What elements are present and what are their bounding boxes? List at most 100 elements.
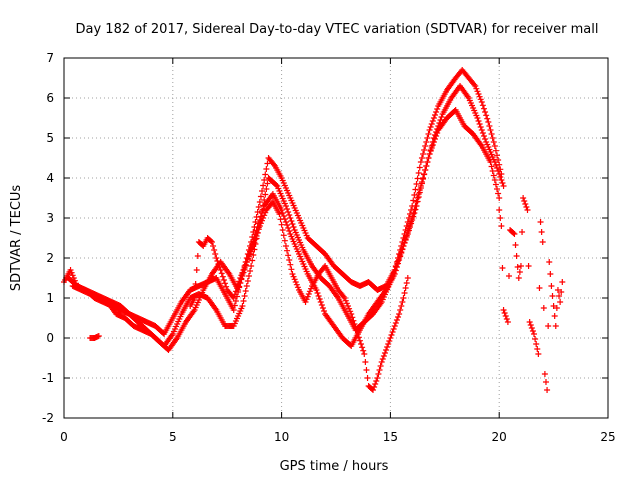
data-point-marker	[277, 216, 284, 223]
data-point-marker	[282, 243, 289, 249]
data-point-marker	[413, 181, 420, 187]
data-point-marker	[364, 375, 371, 381]
data-point-marker	[344, 303, 351, 309]
data-point-marker	[489, 135, 496, 141]
data-point-marker	[472, 83, 479, 89]
data-point-marker	[69, 272, 76, 279]
series-track-c	[69, 107, 503, 353]
data-point-marker	[254, 209, 261, 215]
y-tick-label: 5	[46, 131, 54, 145]
data-point-marker	[302, 299, 309, 305]
data-point-marker	[239, 303, 246, 309]
data-point-marker	[523, 204, 530, 210]
data-point-marker	[520, 195, 527, 201]
data-point-marker	[273, 182, 280, 188]
data-point-marker	[398, 303, 405, 309]
data-point-marker	[294, 284, 301, 291]
data-point-marker	[261, 177, 268, 183]
data-point-marker	[483, 112, 490, 119]
data-point-marker	[276, 211, 283, 217]
x-tick-label: 5	[169, 430, 177, 444]
series-track-d	[87, 199, 411, 393]
data-point-marker	[215, 261, 222, 267]
data-point-marker	[477, 96, 484, 103]
data-point-marker	[406, 222, 413, 228]
data-point-marker	[395, 260, 402, 267]
data-point-marker	[522, 201, 529, 207]
data-point-marker	[264, 160, 271, 167]
data-point-marker	[217, 267, 224, 273]
data-point-marker	[232, 288, 239, 295]
data-point-marker	[260, 215, 267, 221]
data-point-marker	[511, 231, 518, 237]
y-tick-labels: -2 -1 0 1 2 3 4 5 6 7	[42, 51, 54, 425]
data-point-marker	[214, 258, 221, 264]
data-point-marker	[535, 351, 542, 357]
data-point-marker	[287, 215, 294, 221]
data-point-marker	[490, 139, 497, 145]
data-point-marker	[355, 334, 362, 341]
data-point-marker	[242, 261, 249, 268]
data-point-marker	[422, 143, 429, 149]
data-point-marker	[306, 288, 313, 295]
data-point-marker	[291, 276, 298, 283]
data-point-marker	[424, 135, 431, 141]
data-point-marker	[377, 363, 384, 369]
data-point-marker	[353, 327, 360, 334]
data-point-marker	[514, 264, 521, 270]
data-point-marker	[270, 161, 277, 168]
y-tick-label: 6	[46, 91, 54, 105]
data-point-marker	[236, 278, 243, 285]
data-point-marker	[409, 215, 416, 221]
data-point-marker	[496, 207, 503, 213]
data-point-marker	[486, 123, 493, 129]
data-point-marker	[315, 293, 322, 299]
data-point-marker	[505, 273, 512, 279]
data-point-marker	[512, 242, 519, 248]
data-point-marker	[231, 302, 238, 309]
data-point-marker	[233, 285, 240, 291]
data-point-marker	[487, 159, 494, 165]
x-tick-label: 10	[274, 430, 289, 444]
data-point-marker	[288, 218, 295, 224]
data-point-marker	[290, 224, 297, 230]
data-point-marker	[210, 243, 217, 249]
data-point-marker	[525, 263, 532, 269]
data-point-marker	[219, 273, 226, 280]
data-point-marker	[542, 379, 549, 385]
data-point-marker	[212, 251, 219, 257]
data-point-marker	[193, 267, 200, 273]
data-point-marker	[393, 264, 400, 270]
data-point-marker	[533, 341, 540, 347]
data-point-marker	[476, 93, 483, 100]
data-point-marker	[548, 283, 555, 289]
data-point-marker	[557, 299, 564, 305]
data-point-marker	[356, 337, 363, 344]
data-point-marker	[434, 106, 441, 112]
data-point-marker	[487, 127, 494, 133]
data-point-marker	[510, 230, 517, 236]
data-point-marker	[546, 259, 553, 265]
data-point-marker	[476, 121, 483, 127]
data-point-marker	[474, 115, 481, 121]
data-point-marker	[244, 256, 251, 263]
data-point-marker	[519, 229, 526, 235]
data-point-marker	[437, 117, 444, 123]
plot-frame	[63, 57, 609, 419]
data-point-marker	[497, 174, 504, 180]
data-point-marker	[307, 285, 314, 292]
data-point-marker	[263, 166, 270, 172]
data-point-marker	[314, 290, 321, 296]
series-track-e	[496, 195, 566, 393]
data-point-marker	[68, 269, 75, 276]
data-point-marker	[550, 303, 557, 309]
data-point-marker	[385, 341, 392, 347]
data-point-marker	[286, 257, 293, 263]
data-point-marker	[387, 335, 394, 341]
data-point-marker	[213, 255, 220, 261]
data-point-marker	[420, 151, 427, 157]
data-point-marker	[248, 248, 255, 255]
data-point-marker	[242, 288, 249, 294]
data-point-marker	[244, 278, 251, 284]
data-point-marker	[282, 219, 289, 225]
